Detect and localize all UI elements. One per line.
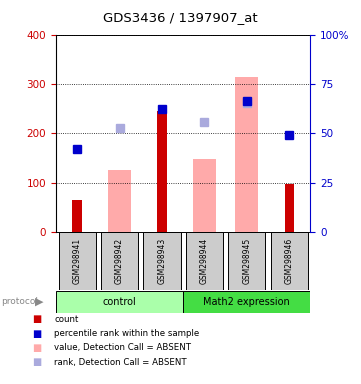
Text: percentile rank within the sample: percentile rank within the sample: [54, 329, 199, 338]
Text: GDS3436 / 1397907_at: GDS3436 / 1397907_at: [103, 11, 258, 24]
Bar: [228, 232, 265, 290]
Bar: [108, 170, 131, 232]
Text: GSM298942: GSM298942: [115, 238, 124, 284]
Text: GSM298943: GSM298943: [157, 238, 166, 284]
Text: Math2 expression: Math2 expression: [204, 297, 290, 307]
Bar: [235, 76, 258, 232]
Text: ■: ■: [32, 357, 42, 367]
Bar: [183, 291, 310, 313]
Text: ■: ■: [32, 343, 42, 353]
Bar: [58, 232, 96, 290]
Bar: [73, 200, 82, 232]
Text: GSM298946: GSM298946: [285, 238, 294, 284]
Bar: [186, 232, 223, 290]
Text: GSM298945: GSM298945: [242, 238, 251, 284]
Text: control: control: [103, 297, 136, 307]
Bar: [271, 232, 308, 290]
Bar: [284, 184, 294, 232]
Bar: [56, 291, 183, 313]
Bar: [143, 232, 180, 290]
Text: ■: ■: [32, 329, 42, 339]
Text: value, Detection Call = ABSENT: value, Detection Call = ABSENT: [54, 343, 191, 353]
Bar: [101, 232, 138, 290]
Text: ■: ■: [32, 314, 42, 324]
Text: ▶: ▶: [35, 297, 44, 307]
Text: protocol: protocol: [1, 297, 38, 306]
Text: rank, Detection Call = ABSENT: rank, Detection Call = ABSENT: [54, 358, 187, 367]
Bar: [157, 111, 167, 232]
Text: GSM298944: GSM298944: [200, 238, 209, 284]
Text: count: count: [54, 315, 79, 324]
Bar: [193, 159, 216, 232]
Text: GSM298941: GSM298941: [73, 238, 82, 284]
